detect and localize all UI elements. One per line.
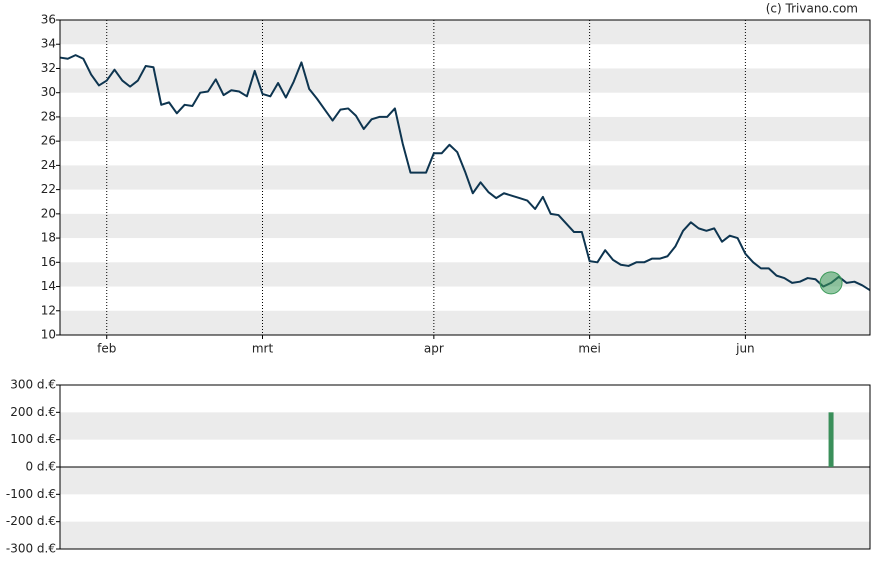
x-tick-label: mrt — [252, 342, 274, 356]
y-tick-label: 30 — [41, 85, 56, 99]
y-tick-label: 10 — [41, 328, 56, 342]
y-tick-label: 26 — [41, 134, 56, 148]
grid-band — [60, 262, 870, 287]
grid-band — [60, 116, 870, 142]
y-tick-label: 14 — [41, 279, 56, 293]
y-tick-label: -300 d.€ — [6, 542, 56, 556]
x-tick-label: feb — [97, 342, 116, 356]
y-tick-label: 100 d.€ — [10, 432, 56, 446]
plot-frame — [59, 384, 871, 550]
grid-band — [60, 68, 870, 93]
price-line — [59, 54, 871, 292]
y-tick-label: 36 — [41, 13, 56, 27]
y-tick-label: 28 — [41, 109, 56, 123]
y-tick-label: -100 d.€ — [6, 487, 56, 501]
y-tick-label: 22 — [41, 182, 56, 196]
highlight-marker — [819, 271, 843, 295]
y-tick-label: 34 — [41, 37, 56, 51]
credit: (c) Trivano.com — [766, 2, 858, 16]
x-tick-label: mei — [578, 342, 600, 356]
x-tick-label: jun — [735, 342, 755, 356]
y-tick-label: 0 d.€ — [25, 460, 56, 474]
grid-band — [60, 213, 870, 239]
y-tick-label: 12 — [41, 303, 56, 317]
y-tick-label: -200 d.€ — [6, 514, 56, 528]
grid-band — [60, 521, 870, 549]
grid-band — [60, 412, 870, 440]
plot-frame — [59, 19, 871, 336]
grid-band — [60, 20, 870, 45]
grid-band — [60, 310, 870, 335]
y-tick-label: 300 d.€ — [10, 378, 56, 392]
y-tick-label: 200 d.€ — [10, 405, 56, 419]
y-tick-label: 24 — [41, 158, 56, 172]
y-tick-label: 20 — [41, 206, 56, 220]
y-tick-label: 18 — [41, 231, 56, 245]
grid-band — [60, 467, 870, 495]
y-tick-label: 32 — [41, 61, 56, 75]
y-tick-label: 16 — [41, 255, 56, 269]
volume-bar — [828, 412, 834, 467]
x-tick-label: apr — [424, 342, 444, 356]
